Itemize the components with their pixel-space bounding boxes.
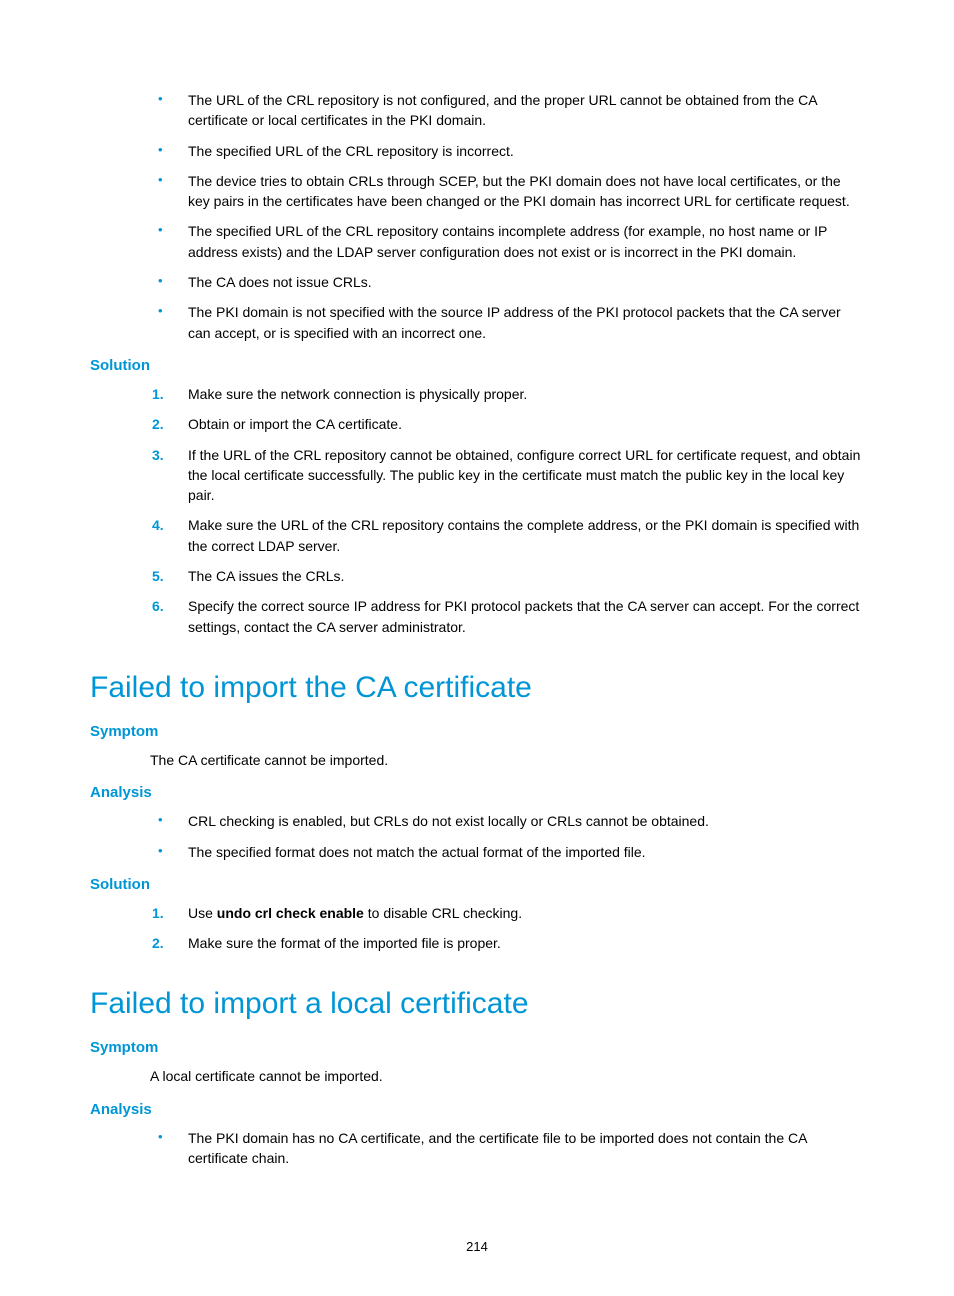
analysis-heading: Analysis	[90, 1101, 864, 1118]
solution-heading: Solution	[90, 357, 864, 374]
analysis-bullet-list: The PKI domain has no CA certificate, an…	[150, 1128, 864, 1169]
analysis-heading: Analysis	[90, 784, 864, 801]
section-title-local: Failed to import a local certificate	[90, 987, 864, 1021]
text-run: to disable CRL checking.	[364, 905, 522, 921]
list-item: Make sure the format of the imported fil…	[150, 933, 864, 953]
text-run: Use	[188, 905, 217, 921]
list-item: Specify the correct source IP address fo…	[150, 596, 864, 637]
solution-steps-list: Use undo crl check enable to disable CRL…	[150, 903, 864, 954]
list-item: The specified URL of the CRL repository …	[150, 141, 864, 161]
list-item: The specified URL of the CRL repository …	[150, 221, 864, 262]
list-item: If the URL of the CRL repository cannot …	[150, 445, 864, 506]
page-number: 214	[0, 1239, 954, 1254]
solution-heading: Solution	[90, 876, 864, 893]
command-text: undo crl check enable	[217, 905, 364, 921]
section-title-ca: Failed to import the CA certificate	[90, 671, 864, 705]
list-item: Use undo crl check enable to disable CRL…	[150, 903, 864, 923]
list-item: The CA does not issue CRLs.	[150, 272, 864, 292]
symptom-heading: Symptom	[90, 1039, 864, 1056]
analysis-bullet-list: CRL checking is enabled, but CRLs do not…	[150, 811, 864, 862]
symptom-text: A local certificate cannot be imported.	[150, 1066, 864, 1086]
list-item: The PKI domain has no CA certificate, an…	[150, 1128, 864, 1169]
solution-steps-list: Make sure the network connection is phys…	[150, 384, 864, 637]
list-item: The URL of the CRL repository is not con…	[150, 90, 864, 131]
list-item: CRL checking is enabled, but CRLs do not…	[150, 811, 864, 831]
list-item: Make sure the network connection is phys…	[150, 384, 864, 404]
list-item: The PKI domain is not specified with the…	[150, 302, 864, 343]
list-item: The specified format does not match the …	[150, 842, 864, 862]
symptom-text: The CA certificate cannot be imported.	[150, 750, 864, 770]
list-item: The CA issues the CRLs.	[150, 566, 864, 586]
list-item: Make sure the URL of the CRL repository …	[150, 515, 864, 556]
symptom-heading: Symptom	[90, 723, 864, 740]
analysis-bullet-list: The URL of the CRL repository is not con…	[150, 90, 864, 343]
list-item: The device tries to obtain CRLs through …	[150, 171, 864, 212]
list-item: Obtain or import the CA certificate.	[150, 414, 864, 434]
